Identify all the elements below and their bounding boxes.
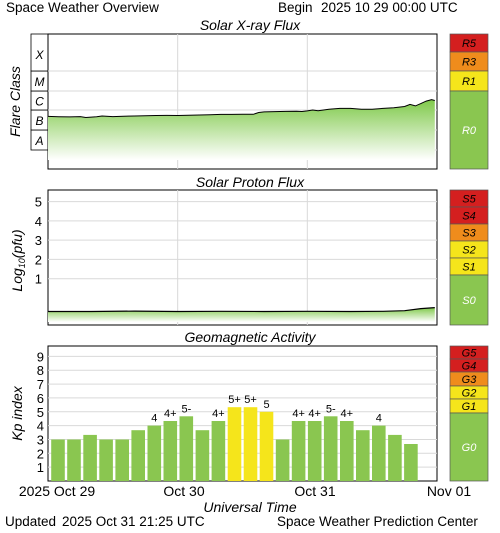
proton-scale-label-S0: S0 [462, 295, 476, 307]
kp-bar-label-13: 5 [264, 399, 270, 411]
kp-bar-14 [275, 439, 290, 481]
proton-ylabel: Log10(pfu) [9, 229, 27, 291]
x-tick-1: Oct 30 [163, 483, 204, 499]
xray-flux-area [48, 99, 435, 160]
kp-bar-label-15: 4+ [292, 408, 305, 420]
kp-g-scale [449, 345, 489, 482]
x-axis-title: Universal Time [203, 499, 296, 515]
kp-bar-2 [83, 434, 97, 481]
kp-ytick-3: 3 [37, 432, 44, 447]
proton-flux-line [48, 307, 435, 313]
proton-ytick-2: 2 [35, 252, 42, 267]
page-title: Space Weather Overview [6, 0, 159, 15]
kp-scale-label-G3: G3 [462, 374, 478, 386]
xray-r-scale [449, 33, 489, 170]
kp-bar-0 [51, 439, 65, 481]
proton-scale-label-S3: S3 [462, 228, 476, 240]
kp-bar-label-17: 5- [326, 403, 336, 415]
proton-ytick-4: 4 [35, 214, 42, 229]
kp-bar-22 [404, 444, 418, 481]
kp-bar-15 [291, 421, 306, 481]
xray-class-label-B: B [35, 114, 43, 128]
proton-scale-label-S2: S2 [462, 245, 475, 257]
kp-bar-label-8: 5- [181, 403, 191, 415]
kp-title: Geomagnetic Activity [185, 329, 317, 345]
kp-bar-21 [388, 434, 402, 481]
xray-class-label-A: A [34, 134, 43, 148]
xray-scale-label-R5: R5 [462, 38, 477, 50]
kp-bar-19 [356, 430, 370, 481]
kp-ytick-6: 6 [37, 391, 44, 406]
proton-scale-label-S5: S5 [462, 194, 476, 206]
kp-ytick-1: 1 [37, 460, 44, 475]
kp-ytick-4: 4 [37, 419, 44, 434]
kp-bar-label-11: 5+ [228, 394, 241, 406]
kp-bar-7 [163, 421, 178, 481]
kp-bar-12 [243, 407, 258, 481]
source-credit: Space Weather Prediction Center [277, 514, 478, 529]
kp-scale-label-G0: G0 [462, 442, 478, 454]
xray-ylabel: Flare Class [7, 66, 23, 137]
kp-bar-11 [227, 407, 242, 481]
kp-bar-label-18: 4+ [340, 408, 353, 420]
kp-bar-5 [131, 430, 145, 481]
proton-ytick-5: 5 [35, 195, 42, 210]
proton-scale-label-S4: S4 [462, 211, 475, 223]
proton-scale-label-S1: S1 [462, 262, 475, 274]
x-tick-2: Oct 31 [294, 483, 335, 499]
x-tick-0: 2025 Oct 29 [19, 483, 95, 499]
kp-bar-6 [147, 425, 162, 481]
xray-class-label-M: M [35, 75, 45, 89]
xray-title: Solar X-ray Flux [200, 17, 301, 33]
kp-bar-20 [372, 425, 386, 481]
xray-class-ticks [30, 33, 49, 151]
kp-scale-label-G1: G1 [462, 401, 477, 413]
kp-bar-label-20: 4 [376, 413, 382, 425]
x-tick-3: Nov 01 [427, 483, 472, 499]
xray-scale-label-R0: R0 [462, 125, 477, 137]
kp-bar-18 [340, 421, 354, 481]
kp-scale-label-G5: G5 [462, 348, 478, 360]
kp-bar-16 [307, 421, 322, 481]
proton-scale-box-S0 [449, 274, 489, 326]
xray-flux-line [47, 99, 435, 119]
kp-scale-label-G2: G2 [462, 388, 477, 400]
updated-label: Updated [5, 514, 57, 529]
xray-scale-label-R3: R3 [462, 57, 477, 69]
kp-bar-4 [115, 439, 129, 481]
kp-bar-label-12: 5+ [244, 394, 257, 406]
xray-scale-label-R1: R1 [462, 76, 476, 88]
kp-bar-3 [99, 439, 113, 481]
kp-scale-box-G0 [449, 412, 489, 482]
kp-scale-label-G4: G4 [462, 361, 477, 373]
xray-scale-box-R0 [449, 90, 489, 170]
xray-class-label-X: X [34, 48, 44, 62]
xray-class-label-C: C [35, 95, 44, 109]
kp-bar-9 [195, 430, 210, 481]
begin-label: Begin [278, 0, 313, 15]
kp-bar-label-10: 4+ [212, 408, 225, 420]
proton-s-scale [449, 189, 489, 326]
kp-ytick-9: 9 [37, 349, 44, 364]
kp-bar-label-16: 4+ [308, 408, 321, 420]
kp-ytick-5: 5 [37, 405, 44, 420]
kp-ytick-7: 7 [37, 377, 44, 392]
proton-title: Solar Proton Flux [196, 174, 305, 190]
kp-bar-8 [179, 416, 194, 481]
proton-ytick-3: 3 [35, 233, 42, 248]
kp-bar-13 [259, 411, 274, 481]
kp-ylabel: Kp index [9, 385, 25, 440]
updated-timestamp: 2025 Oct 31 21:25 UTC [62, 514, 205, 529]
kp-bar-17 [323, 416, 338, 481]
kp-bar-label-7: 4+ [164, 408, 177, 420]
begin-timestamp: 2025 10 29 00:00 UTC [321, 0, 458, 15]
proton-plot-frame [47, 189, 438, 326]
kp-ytick-8: 8 [37, 363, 44, 378]
proton-ytick-1: 1 [35, 272, 42, 287]
kp-bar-label-6: 4 [151, 413, 157, 425]
kp-bar-1 [67, 439, 81, 481]
kp-ytick-2: 2 [37, 446, 44, 461]
kp-bar-10 [211, 421, 226, 481]
